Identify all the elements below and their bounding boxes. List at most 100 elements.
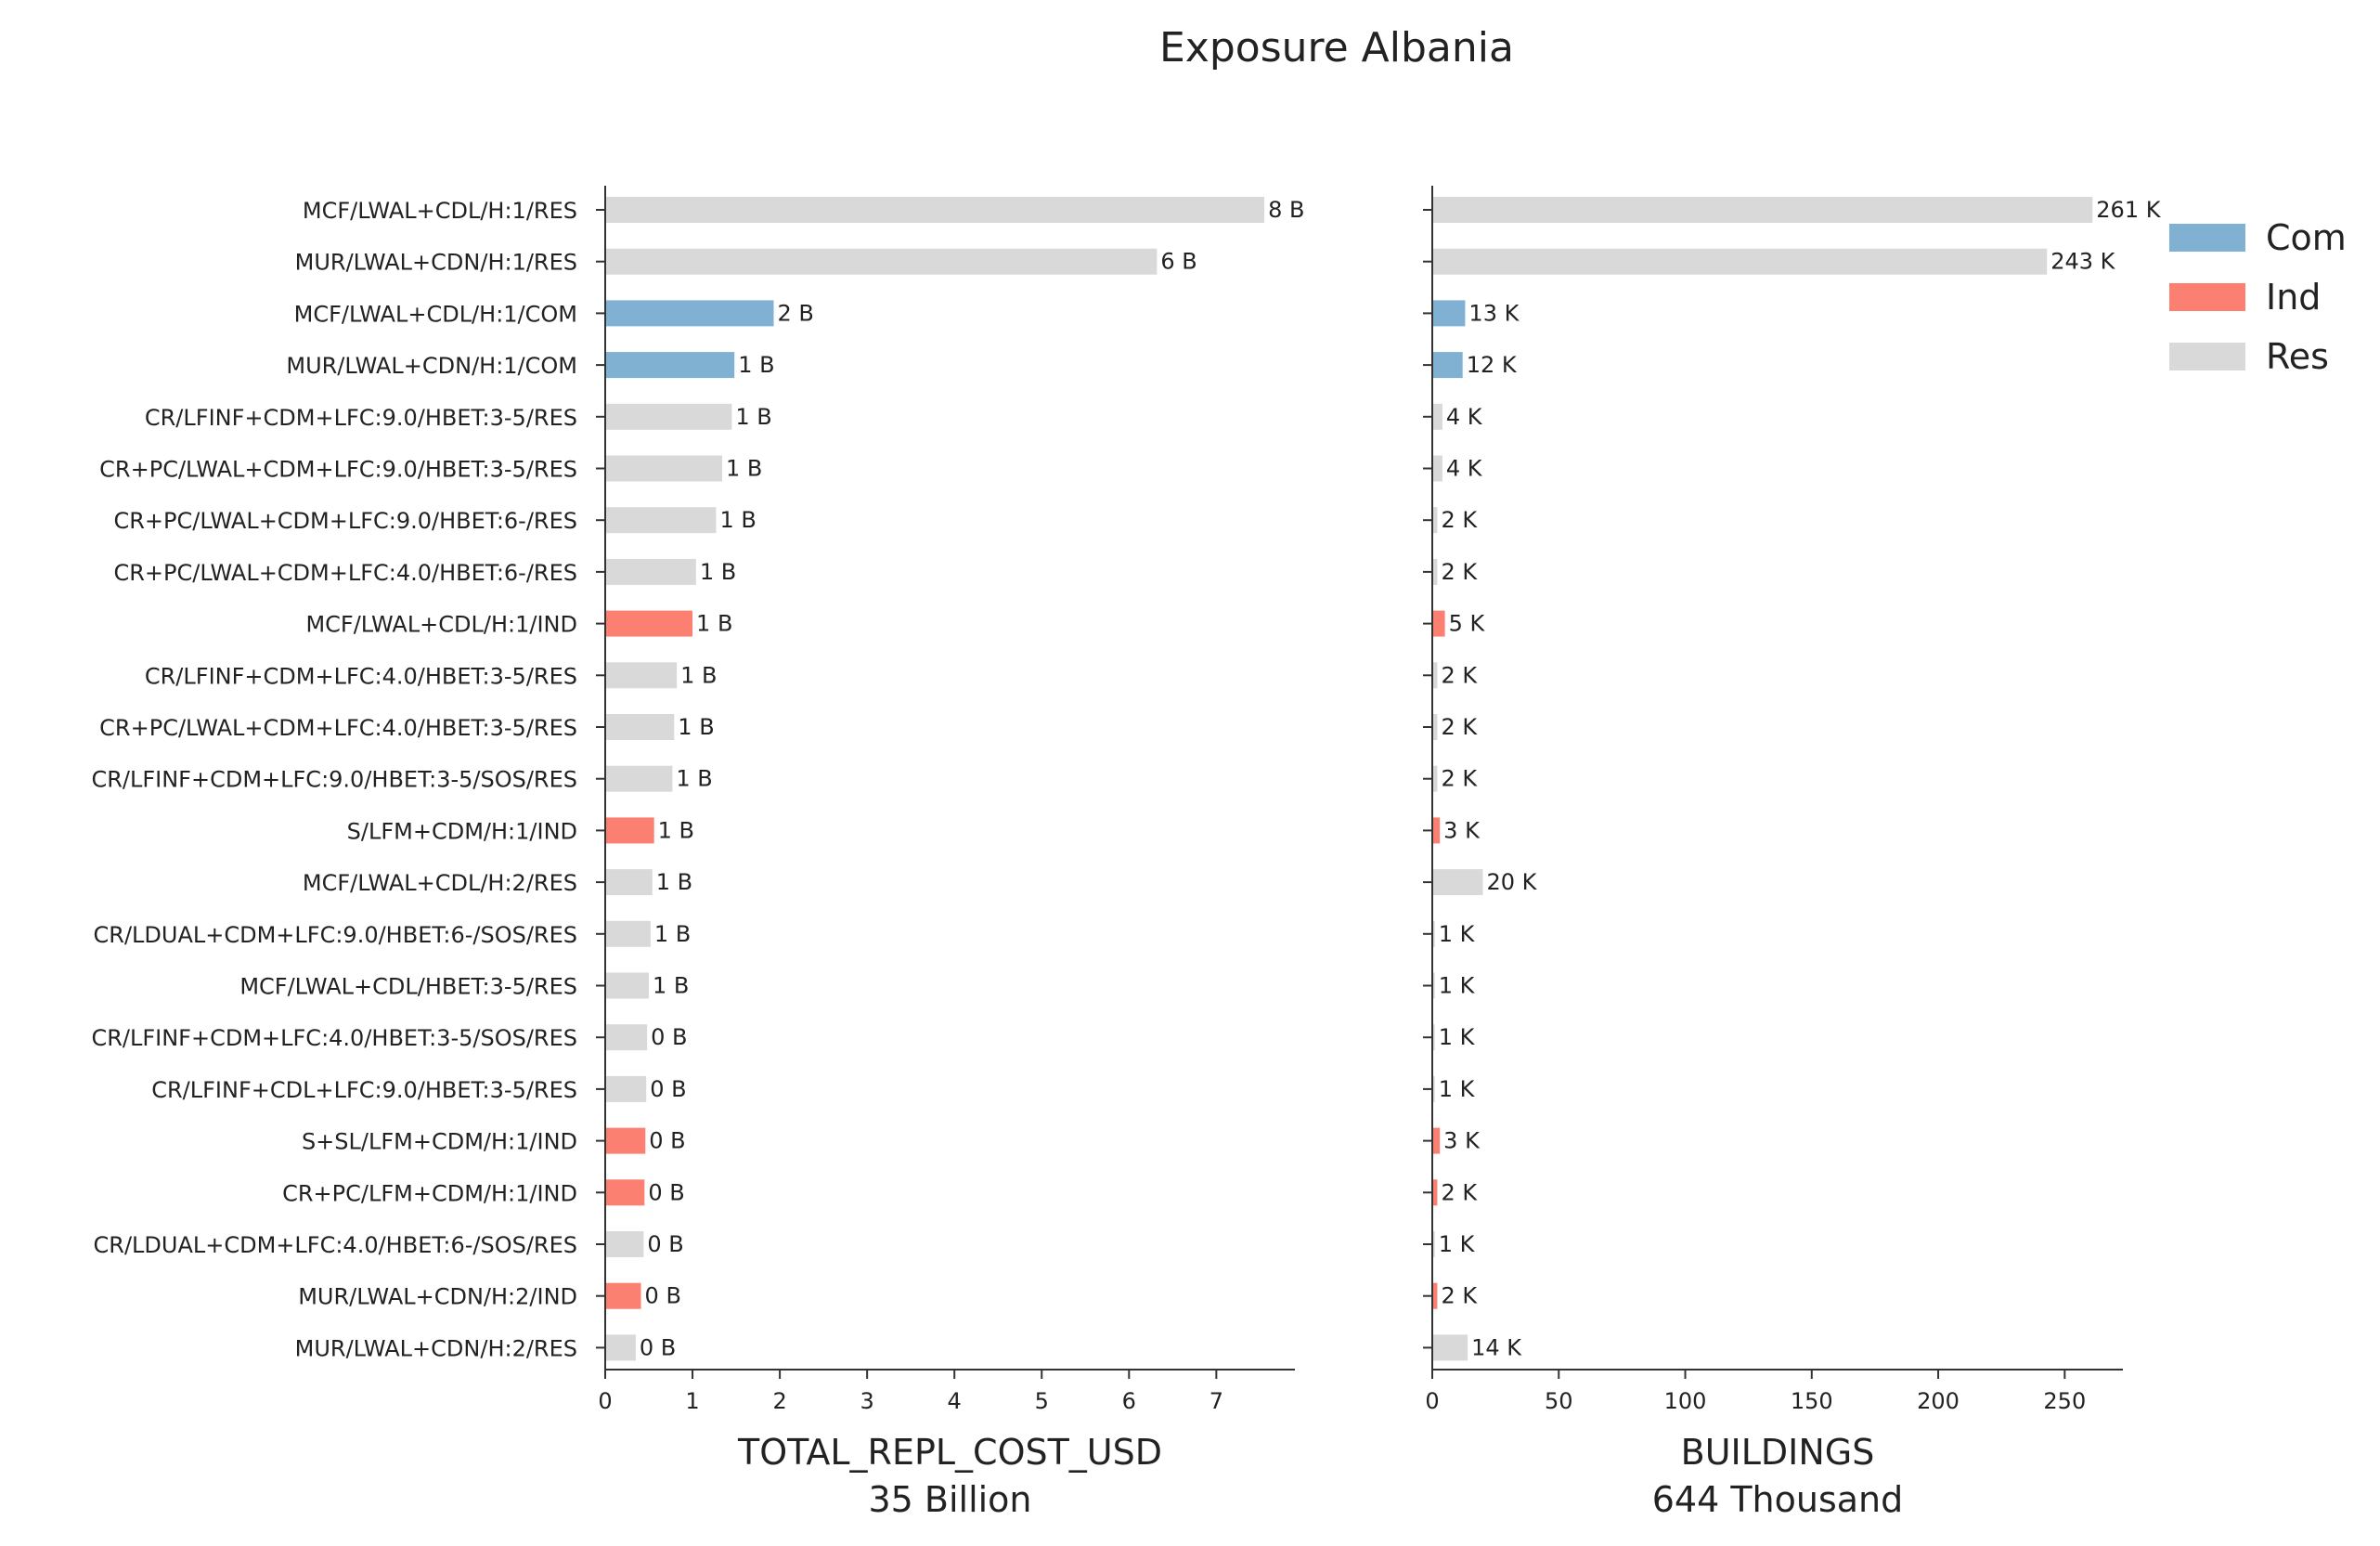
bar — [1432, 765, 1438, 792]
bar-value-label: 0 B — [649, 1128, 685, 1154]
bar-value-label: 1 B — [676, 766, 712, 792]
bar — [1432, 1075, 1435, 1102]
x-tick-label: 2 — [772, 1388, 786, 1414]
bar — [1432, 507, 1438, 534]
panel-2: 261 K 243 K 13 K 12 K 4 K 4 K 2 K 2 K 5 K 2 K 2 K 2… — [1423, 186, 2162, 1520]
x-tick-label: 50 — [1545, 1388, 1573, 1414]
bar — [605, 1127, 646, 1154]
bar — [605, 972, 650, 999]
bar-value-label: 6 B — [1160, 249, 1196, 275]
bar — [1432, 817, 1441, 844]
chart-legend: Com Ind Res — [2169, 217, 2347, 377]
bar — [1432, 920, 1435, 947]
category-label: CR+PC/LFM+CDM/H:1/IND — [282, 1180, 577, 1206]
bar — [605, 869, 653, 896]
bar-value-label: 2 K — [1441, 662, 1478, 688]
bar — [1432, 662, 1438, 689]
x-tick-label: 7 — [1209, 1388, 1223, 1414]
bar-value-label: 4 K — [1446, 456, 1483, 482]
bar — [605, 662, 678, 689]
bar — [605, 610, 693, 637]
legend-swatch — [2169, 283, 2245, 311]
bar-value-label: 5 K — [1449, 611, 1486, 637]
bar — [1432, 1127, 1441, 1154]
bar-value-label: 13 K — [1468, 300, 1520, 326]
bar-value-label: 0 B — [645, 1283, 681, 1309]
bar — [605, 403, 732, 430]
x-tick-label: 3 — [860, 1388, 874, 1414]
bar — [605, 1231, 644, 1257]
bar-value-label: 1 B — [726, 456, 762, 482]
category-label: CR/LFINF+CDM+LFC:4.0/HBET:3-5/SOS/RES — [91, 1025, 577, 1051]
bar — [1432, 1334, 1468, 1361]
bar — [1432, 1179, 1438, 1206]
bar — [605, 248, 1158, 275]
bar — [1432, 1231, 1435, 1257]
category-label: CR+PC/LWAL+CDM+LFC:4.0/HBET:3-5/RES — [99, 715, 577, 741]
bar-value-label: 2 K — [1441, 559, 1478, 585]
bar-value-label: 8 B — [1268, 197, 1304, 223]
bar-value-label: 1 K — [1439, 1024, 1476, 1050]
bar — [1432, 248, 2048, 275]
bar-value-label: 2 K — [1441, 766, 1478, 792]
chart-title: Exposure Albania — [1159, 24, 1514, 71]
bar — [1432, 972, 1435, 999]
bar-value-label: 1 B — [696, 611, 732, 637]
x-tick-label: 5 — [1035, 1388, 1049, 1414]
category-label: CR+PC/LWAL+CDM+LFC:9.0/HBET:6-/RES — [113, 508, 577, 534]
bar — [605, 714, 675, 740]
bar-value-label: 2 B — [778, 300, 814, 326]
bar — [605, 817, 654, 844]
x-tick-label: 0 — [1425, 1388, 1439, 1414]
legend-label: Res — [2266, 336, 2329, 377]
bar — [605, 455, 723, 482]
bar-value-label: 3 K — [1443, 817, 1481, 843]
x-axis-label: BUILDINGS — [1681, 1432, 1875, 1473]
x-axis-sublabel: 644 Thousand — [1652, 1479, 1904, 1520]
category-label: CR+PC/LWAL+CDM+LFC:4.0/HBET:6-/RES — [113, 560, 577, 586]
category-label: CR/LDUAL+CDM+LFC:9.0/HBET:6-/SOS/RES — [94, 922, 577, 948]
category-label: S/LFM+CDM/H:1/IND — [347, 818, 577, 844]
bar — [605, 1282, 641, 1309]
bar — [605, 1075, 647, 1102]
bar — [1432, 403, 1442, 430]
bar — [1432, 455, 1442, 482]
bar-value-label: 1 K — [1439, 973, 1476, 999]
category-label: MCF/LWAL+CDL/H:2/RES — [303, 870, 577, 896]
category-label: S+SL/LFM+CDM/H:1/IND — [302, 1129, 577, 1155]
bar-value-label: 1 B — [678, 714, 714, 740]
category-label: MUR/LWAL+CDN/H:1/COM — [286, 353, 577, 379]
bar-value-label: 261 K — [2096, 197, 2161, 223]
legend-label: Ind — [2266, 277, 2321, 318]
bar-value-label: 0 B — [647, 1231, 683, 1257]
x-tick-label: 100 — [1664, 1388, 1707, 1414]
category-label: CR/LDUAL+CDM+LFC:4.0/HBET:6-/SOS/RES — [94, 1232, 577, 1258]
bar-value-label: 0 B — [648, 1179, 684, 1205]
bar-value-label: 1 B — [700, 559, 736, 585]
category-label: MUR/LWAL+CDN/H:2/RES — [295, 1335, 577, 1361]
x-axis-label: TOTAL_REPL_COST_USD — [737, 1432, 1162, 1473]
bar — [605, 1024, 648, 1051]
bar-value-label: 1 B — [658, 817, 694, 843]
bar-value-label: 12 K — [1467, 352, 1518, 378]
bar — [605, 558, 696, 585]
panel-1: 8 B MCF/LWAL+CDL/H:1/RES 6 B MUR/LWAL+CDN/H… — [91, 186, 1304, 1520]
category-label: MCF/LWAL+CDL/HBET:3-5/RES — [239, 974, 577, 1000]
legend-swatch — [2169, 343, 2245, 370]
x-axis-sublabel: 35 Billion — [868, 1479, 1031, 1520]
bar — [605, 352, 735, 379]
category-label: CR/LFINF+CDL+LFC:9.0/HBET:3-5/RES — [151, 1077, 577, 1103]
bar-value-label: 0 B — [650, 1076, 686, 1102]
bar — [605, 1334, 636, 1361]
bar-value-label: 1 K — [1439, 921, 1476, 947]
bar-value-label: 0 B — [651, 1024, 687, 1050]
bar — [605, 300, 774, 327]
category-label: MCF/LWAL+CDL/H:1/IND — [305, 612, 577, 638]
category-label: CR+PC/LWAL+CDM+LFC:9.0/HBET:3-5/RES — [99, 457, 577, 483]
bar-value-label: 1 B — [656, 869, 692, 895]
bar-value-label: 1 K — [1439, 1076, 1476, 1102]
x-tick-label: 4 — [948, 1388, 962, 1414]
bar — [1432, 714, 1438, 740]
category-label: MCF/LWAL+CDL/H:1/COM — [294, 301, 577, 327]
